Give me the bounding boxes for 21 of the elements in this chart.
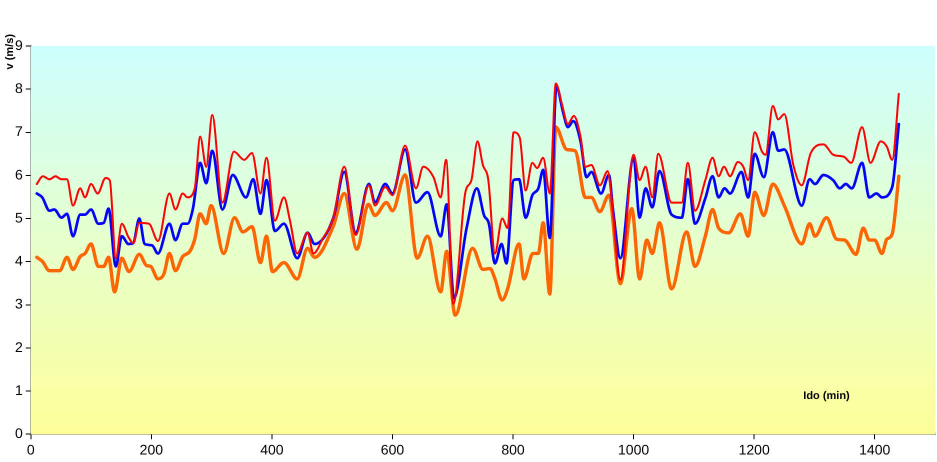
y-axis-title: v (m/s)	[4, 34, 16, 70]
y-tick-label: 1	[14, 382, 23, 398]
x-tick-label: 1200	[738, 441, 770, 458]
x-tick-label: 400	[260, 441, 284, 458]
line-series	[35, 125, 901, 317]
y-tick-label: 9	[14, 36, 23, 53]
x-tick-label: 1000	[618, 441, 650, 458]
x-axis-title: Ido (min)	[803, 390, 850, 402]
x-tick-label: 200	[140, 441, 164, 458]
x-tick-label: 600	[380, 441, 404, 458]
y-tick-label: 4	[14, 252, 23, 269]
x-tick-label: 800	[501, 441, 525, 458]
x-tick-label: 0	[26, 441, 35, 458]
y-tick-label: 7	[14, 123, 23, 140]
y-tick-label: 8	[14, 80, 23, 96]
x-tick-label: 1400	[859, 441, 890, 458]
y-tick-label: 2	[14, 338, 23, 355]
y-tick-label: 5	[14, 209, 23, 226]
y-tick-label: 0	[14, 425, 23, 442]
y-tick-label: 6	[14, 166, 23, 182]
y-tick-label: 3	[14, 296, 23, 312]
